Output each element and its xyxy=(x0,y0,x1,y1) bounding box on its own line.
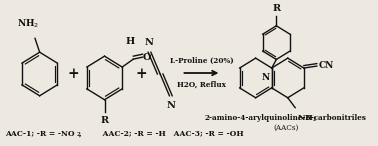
Text: NH$_2$: NH$_2$ xyxy=(297,114,318,124)
Text: 2: 2 xyxy=(77,132,81,137)
Text: H: H xyxy=(126,37,135,46)
Text: H2O, Reflux: H2O, Reflux xyxy=(177,81,226,89)
Text: +: + xyxy=(136,67,147,81)
Text: L-Proline (20%): L-Proline (20%) xyxy=(170,57,233,65)
Text: R: R xyxy=(101,116,108,125)
Text: R: R xyxy=(272,4,280,13)
Text: ,        AAC-2; -R = -H   AAC-3; -R = -OH: , AAC-2; -R = -H AAC-3; -R = -OH xyxy=(79,129,243,137)
Text: 2-amino-4-arylquinoline-3-carbonitriles: 2-amino-4-arylquinoline-3-carbonitriles xyxy=(204,114,367,122)
Text: N: N xyxy=(145,38,153,47)
Text: CN: CN xyxy=(319,61,334,70)
Text: +: + xyxy=(67,67,79,81)
Text: (AACs): (AACs) xyxy=(273,124,298,132)
Text: AAC-1; -R = -NO: AAC-1; -R = -NO xyxy=(5,129,75,137)
Text: N: N xyxy=(167,101,176,110)
Text: NH$_2$: NH$_2$ xyxy=(17,18,40,30)
Text: N: N xyxy=(262,73,270,82)
Text: O: O xyxy=(143,53,151,62)
